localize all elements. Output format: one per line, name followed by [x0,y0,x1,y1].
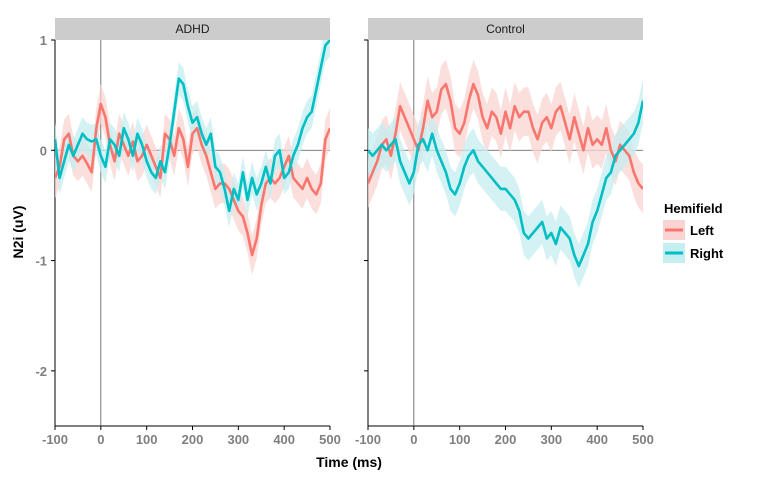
plot-area [55,40,330,275]
x-tick-label: 400 [586,432,608,447]
y-axis-title: N2i (uV) [10,206,26,259]
confidence-band-right [368,78,643,289]
confidence-band-left [368,59,643,214]
y-tick-label: 0 [40,143,47,158]
panel-strip [368,18,643,40]
x-axis-title: Time (ms) [316,454,382,470]
legend-item-right: Right [663,243,724,263]
legend-title: Hemifield [664,201,723,216]
panel-strip-label: Control [486,22,525,36]
x-tick-label: 100 [449,432,471,447]
plot-area [368,59,643,289]
x-tick-label: 500 [632,432,654,447]
legend-item-left: Left [663,220,715,240]
series-line-left [55,102,330,257]
panel-strip-label: ADHD [175,22,209,36]
x-tick-label: 300 [540,432,562,447]
panel-adhd: ADHD -100 0 100 200 300 400 500 -2 -1 0 1 [35,18,341,447]
x-tick-label: 500 [319,432,341,447]
y-tick-label: 1 [40,33,47,48]
x-tick-label: 200 [182,432,204,447]
legend-label: Left [690,223,715,238]
x-tick-label: 300 [227,432,249,447]
legend-label: Right [690,246,724,261]
series-line-right [55,40,330,213]
series-line-left [368,82,643,190]
series-line-right [368,100,643,268]
panel-strip [55,18,330,40]
x-tick-label: 400 [273,432,295,447]
y-tick-label: -2 [35,364,47,379]
x-tick-label: 200 [495,432,517,447]
x-tick-label: 100 [136,432,158,447]
x-tick-label: -100 [355,432,381,447]
x-tick-label: 0 [410,432,417,447]
x-tick-label: -100 [42,432,68,447]
panel-control: Control -100 0 100 200 300 400 500 [355,18,654,447]
legend: Hemifield Left Right [663,201,724,263]
x-tick-label: 0 [97,432,104,447]
y-tick-label: -1 [35,254,47,269]
